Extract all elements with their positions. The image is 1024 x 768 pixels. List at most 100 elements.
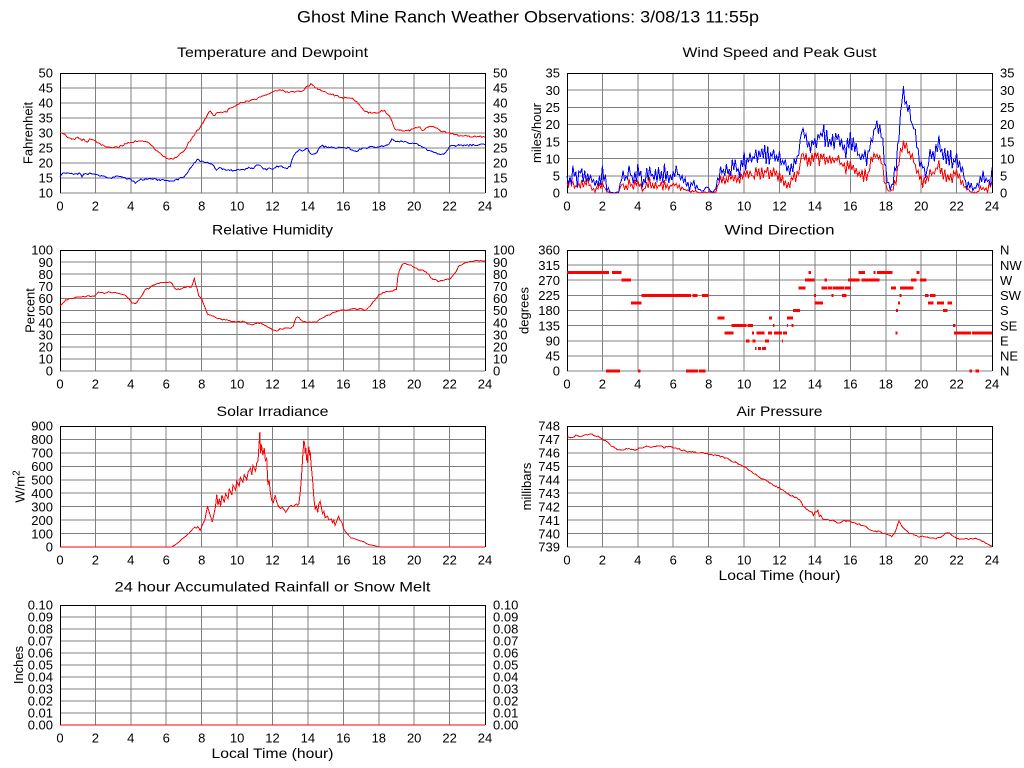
svg-text:22: 22 bbox=[949, 553, 963, 568]
svg-text:20: 20 bbox=[39, 156, 53, 171]
svg-text:0.07: 0.07 bbox=[493, 634, 518, 649]
svg-text:22: 22 bbox=[949, 377, 963, 392]
svg-text:20: 20 bbox=[493, 340, 507, 355]
svg-text:20: 20 bbox=[407, 553, 421, 568]
svg-text:40: 40 bbox=[39, 315, 53, 330]
svg-text:10: 10 bbox=[1000, 151, 1014, 166]
svg-text:15: 15 bbox=[546, 134, 560, 149]
svg-text:739: 739 bbox=[538, 540, 560, 555]
svg-text:20: 20 bbox=[914, 199, 928, 214]
svg-text:millibars: millibars bbox=[519, 462, 534, 510]
svg-text:743: 743 bbox=[538, 486, 560, 501]
svg-text:16: 16 bbox=[336, 377, 350, 392]
svg-text:10: 10 bbox=[230, 199, 244, 214]
svg-text:300: 300 bbox=[31, 499, 53, 514]
svg-text:Wind Speed and Peak Gust: Wind Speed and Peak Gust bbox=[683, 44, 877, 60]
svg-text:20: 20 bbox=[407, 199, 421, 214]
svg-text:15: 15 bbox=[1000, 134, 1014, 149]
svg-text:22: 22 bbox=[442, 377, 456, 392]
svg-text:30: 30 bbox=[493, 327, 507, 342]
svg-text:0.02: 0.02 bbox=[493, 694, 518, 709]
svg-text:0.00: 0.00 bbox=[28, 718, 53, 733]
svg-text:500: 500 bbox=[31, 473, 53, 488]
svg-text:16: 16 bbox=[336, 199, 350, 214]
svg-text:24 hour Accumulated Rainfall o: 24 hour Accumulated Rainfall or Snow Mel… bbox=[115, 579, 431, 595]
svg-text:24: 24 bbox=[478, 377, 492, 392]
svg-text:40: 40 bbox=[493, 96, 507, 111]
svg-text:2: 2 bbox=[599, 377, 606, 392]
svg-text:50: 50 bbox=[493, 66, 507, 81]
svg-text:8: 8 bbox=[705, 553, 712, 568]
svg-text:30: 30 bbox=[1000, 83, 1014, 98]
svg-text:741: 741 bbox=[538, 513, 560, 528]
svg-text:8: 8 bbox=[705, 377, 712, 392]
svg-text:8: 8 bbox=[705, 199, 712, 214]
svg-text:4: 4 bbox=[127, 553, 134, 568]
svg-text:12: 12 bbox=[772, 377, 786, 392]
svg-text:0.05: 0.05 bbox=[493, 658, 518, 673]
svg-text:45: 45 bbox=[493, 81, 507, 96]
svg-text:0: 0 bbox=[553, 186, 560, 201]
svg-text:14: 14 bbox=[301, 199, 315, 214]
svg-text:E: E bbox=[1000, 333, 1009, 348]
svg-text:30: 30 bbox=[493, 126, 507, 141]
svg-text:0: 0 bbox=[563, 377, 570, 392]
svg-text:24: 24 bbox=[478, 199, 492, 214]
svg-text:748: 748 bbox=[538, 419, 560, 434]
svg-text:Inches: Inches bbox=[11, 645, 26, 684]
svg-text:15: 15 bbox=[39, 171, 53, 186]
svg-text:2: 2 bbox=[92, 731, 99, 746]
svg-text:0.03: 0.03 bbox=[28, 682, 53, 697]
svg-text:20: 20 bbox=[493, 156, 507, 171]
svg-text:0.05: 0.05 bbox=[28, 658, 53, 673]
svg-text:16: 16 bbox=[843, 199, 857, 214]
svg-text:20: 20 bbox=[407, 377, 421, 392]
svg-text:miles/hour: miles/hour bbox=[529, 102, 544, 163]
svg-text:0: 0 bbox=[553, 364, 560, 379]
svg-text:35: 35 bbox=[39, 111, 53, 126]
svg-text:6: 6 bbox=[670, 553, 677, 568]
svg-text:8: 8 bbox=[198, 199, 205, 214]
svg-text:25: 25 bbox=[546, 100, 560, 115]
svg-text:8: 8 bbox=[198, 377, 205, 392]
svg-text:10: 10 bbox=[737, 553, 751, 568]
svg-text:744: 744 bbox=[538, 473, 560, 488]
svg-text:10: 10 bbox=[493, 186, 507, 201]
svg-text:740: 740 bbox=[538, 526, 560, 541]
svg-text:Wind Direction: Wind Direction bbox=[725, 222, 835, 238]
svg-text:80: 80 bbox=[39, 267, 53, 282]
svg-text:600: 600 bbox=[31, 459, 53, 474]
svg-text:400: 400 bbox=[31, 486, 53, 501]
svg-text:4: 4 bbox=[634, 553, 641, 568]
svg-text:Percent: Percent bbox=[22, 288, 37, 333]
svg-text:0.00: 0.00 bbox=[493, 718, 518, 733]
svg-text:100: 100 bbox=[493, 243, 515, 258]
svg-text:degrees: degrees bbox=[517, 287, 532, 334]
svg-text:18: 18 bbox=[372, 377, 386, 392]
svg-text:22: 22 bbox=[442, 199, 456, 214]
svg-text:SW: SW bbox=[1000, 288, 1022, 303]
svg-text:135: 135 bbox=[538, 318, 560, 333]
svg-text:16: 16 bbox=[336, 731, 350, 746]
svg-text:6: 6 bbox=[163, 199, 170, 214]
svg-text:22: 22 bbox=[949, 199, 963, 214]
svg-text:747: 747 bbox=[538, 432, 560, 447]
svg-text:0: 0 bbox=[563, 199, 570, 214]
svg-text:6: 6 bbox=[163, 377, 170, 392]
svg-text:SE: SE bbox=[1000, 318, 1018, 333]
svg-text:2: 2 bbox=[92, 553, 99, 568]
svg-text:25: 25 bbox=[1000, 100, 1014, 115]
svg-text:30: 30 bbox=[39, 327, 53, 342]
svg-text:0: 0 bbox=[46, 364, 53, 379]
svg-text:0: 0 bbox=[56, 377, 63, 392]
svg-text:10: 10 bbox=[230, 553, 244, 568]
svg-text:14: 14 bbox=[808, 199, 822, 214]
svg-text:6: 6 bbox=[670, 377, 677, 392]
svg-text:50: 50 bbox=[493, 303, 507, 318]
svg-text:18: 18 bbox=[879, 553, 893, 568]
svg-text:10: 10 bbox=[230, 731, 244, 746]
svg-text:12: 12 bbox=[265, 377, 279, 392]
svg-text:20: 20 bbox=[39, 340, 53, 355]
svg-text:Relative Humidity: Relative Humidity bbox=[212, 222, 333, 238]
svg-text:10: 10 bbox=[737, 199, 751, 214]
